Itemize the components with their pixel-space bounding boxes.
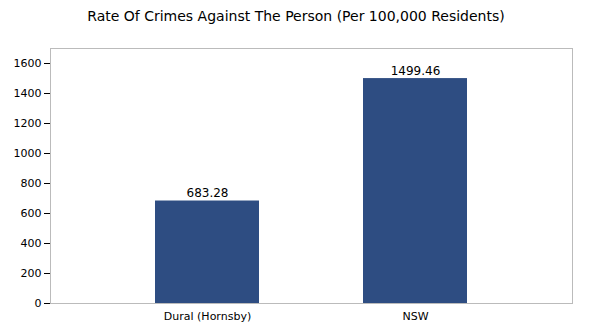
html-text:Rate Of Crimes Against The Per: Rate Of Crimes Against The Person (Per 1… <box>87 8 505 24</box>
svg-text:800: 800 <box>21 177 42 190</box>
svg-text:600: 600 <box>21 207 42 220</box>
svg-text:400: 400 <box>21 237 42 250</box>
svg-text:1499.46: 1499.46 <box>391 64 441 78</box>
svg-text:1600: 1600 <box>14 57 42 70</box>
svg-text:1400: 1400 <box>14 87 42 100</box>
svg-text:0: 0 <box>35 297 42 310</box>
svg-text:683.28: 683.28 <box>187 186 229 200</box>
svg-text:Dural (Hornsby): Dural (Hornsby) <box>164 310 251 323</box>
svg-text:1000: 1000 <box>14 147 42 160</box>
svg-text:NSW: NSW <box>402 310 428 323</box>
svg-text:200: 200 <box>21 267 42 280</box>
svg-text:1200: 1200 <box>14 117 42 130</box>
